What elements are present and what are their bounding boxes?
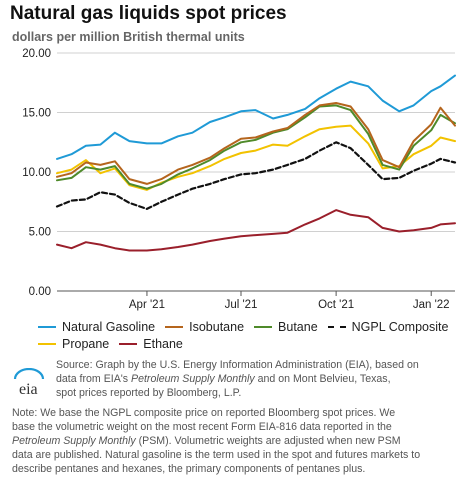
eia-logo: eia	[13, 368, 45, 398]
legend-label: Isobutane	[189, 319, 245, 334]
y-tick-label: 15.00	[22, 108, 51, 120]
legend-item-ethane: Ethane	[119, 337, 183, 351]
note-psm-italic: Petroleum Supply Monthly	[12, 435, 136, 447]
note-line-5: describe pentanes and hexanes, the prima…	[12, 463, 366, 475]
legend-item-natural-gasoline: Natural Gasoline	[38, 320, 155, 334]
note-text: Note: We base the NGPL composite price o…	[12, 406, 459, 476]
series-line-ethane	[56, 209, 456, 252]
legend-swatch-natural-gasoline	[38, 325, 56, 328]
x-tick-label: Apr '21	[129, 299, 165, 311]
line-chart: 0.00 5.00 10.00 15.00 20.00 Apr '21 Jul '21 Oct…	[22, 48, 457, 311]
legend-swatch-isobutane	[165, 325, 184, 328]
legend-row-2: Propane Ethane	[38, 335, 458, 352]
x-tick-label: Oct '21	[318, 299, 354, 311]
source-line-2a: data from EIA's	[56, 373, 132, 385]
legend-label: Propane	[62, 336, 110, 351]
note-line-3: Petroleum Supply Monthly (PSM). Volumetr…	[12, 434, 459, 448]
legend-item-ngpl-composite: NGPL Composite	[327, 319, 449, 334]
series-line-butane	[56, 104, 456, 190]
series-line-natural-gasoline	[56, 74, 456, 160]
series-line-propane	[56, 124, 456, 191]
series-line-ngpl-composite	[55, 141, 457, 210]
axes: 0.00 5.00 10.00 15.00 20.00 Apr '21 Jul '21 Oct…	[22, 48, 449, 311]
source-text: Source: Graph by the U.S. Energy Informa…	[56, 358, 456, 400]
x-tick-label: Jul '21	[225, 299, 258, 311]
legend-swatch-butane	[254, 325, 273, 328]
y-tick-label: 5.00	[29, 227, 51, 239]
y-tick-label: 10.00	[22, 167, 51, 179]
note-line-3b: (PSM). Volumetric weights are adjusted w…	[135, 435, 401, 447]
legend-label: NGPL Composite	[351, 319, 449, 334]
source-line-1: Source: Graph by the U.S. Energy Informa…	[56, 359, 419, 371]
y-tick-label: 20.00	[22, 48, 51, 60]
source-psm-italic: Petroleum Supply Monthly	[131, 373, 255, 385]
note-line-4: data are published. Natural gasoline is …	[12, 449, 421, 461]
legend-swatch-ethane	[119, 342, 138, 345]
legend-label: Butane	[278, 319, 318, 334]
legend: Natural Gasoline Isobutane Butane NGPL C…	[38, 318, 458, 352]
eia-logo-text: eia	[19, 381, 38, 398]
eia-logo-arc	[13, 368, 45, 380]
legend-label: Ethane	[143, 336, 183, 351]
source-line-2b: and on Mont Belvieu, Texas,	[254, 373, 391, 385]
legend-label: Natural Gasoline	[62, 319, 156, 334]
legend-item-propane: Propane	[38, 337, 109, 351]
source-line-2: data from EIA's Petroleum Supply Monthly…	[56, 372, 456, 386]
series-lines	[55, 74, 457, 252]
chart-subtitle: dollars per million British thermal unit…	[12, 30, 245, 44]
series-line-isobutane	[56, 102, 456, 185]
legend-item-isobutane: Isobutane	[165, 320, 244, 334]
note-line-1: Note: We base the NGPL composite price o…	[12, 407, 396, 419]
legend-item-butane: Butane	[254, 320, 318, 334]
chart-title: Natural gas liquids spot prices	[10, 3, 287, 24]
y-tick-label: 0.00	[29, 286, 51, 298]
legend-swatch-ngpl-composite	[327, 325, 346, 328]
note-line-2: base the volumetric weight on the most r…	[12, 421, 392, 433]
legend-row-1: Natural Gasoline Isobutane Butane NGPL C…	[38, 318, 458, 335]
legend-swatch-propane	[38, 342, 56, 345]
source-line-3: spot prices reported by Bloomberg, L.P.	[56, 387, 242, 399]
x-tick-label: Jan '22	[413, 299, 450, 311]
